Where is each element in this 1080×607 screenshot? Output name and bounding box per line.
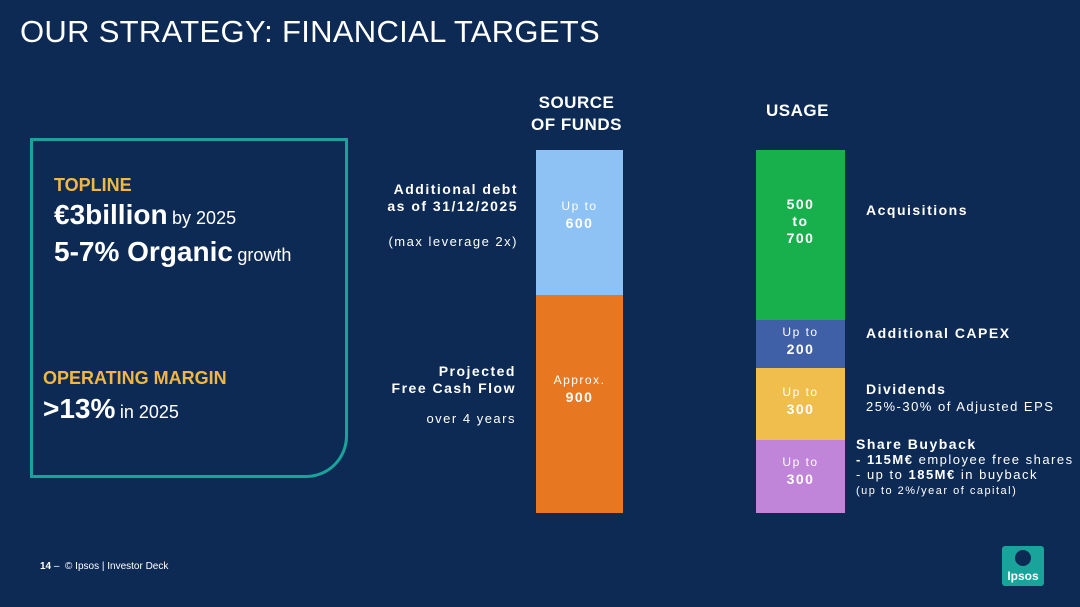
dividends-sublabel: 25%-30% of Adjusted EPS (866, 399, 1055, 414)
buyback-line3: (up to 2%/year of capital) (856, 485, 1018, 497)
margin-line: >13% in 2025 (43, 393, 179, 425)
fcf-bar-value: 900 (565, 389, 594, 405)
buyback-line1-rest: employee free shares (918, 452, 1074, 467)
fcf-label-line2: Free Cash Flow (391, 380, 516, 396)
organic-suffix: growth (237, 245, 292, 265)
debt-bar-value: 600 (565, 215, 594, 231)
page-title: OUR STRATEGY: FINANCIAL TARGETS (20, 14, 601, 49)
margin-value: >13% (43, 393, 116, 424)
debt-bar: Up to 600 (536, 150, 623, 295)
targets-box: TOPLINE €3billion by 2025 5-7% Organic g… (30, 138, 348, 478)
dividends-value: 300 (786, 401, 815, 417)
fcf-bar: Approx. 900 (536, 295, 623, 513)
acquisitions-line1: 500 (786, 196, 815, 212)
acquisitions-label: Acquisitions (866, 202, 968, 219)
organic-value: 5-7% Organic (54, 236, 233, 267)
source-heading-line1: SOURCE (538, 93, 615, 112)
usage-heading: USAGE (766, 101, 829, 120)
buyback-value: 300 (786, 471, 815, 487)
dividends-label: Dividends 25%-30% of Adjusted EPS (866, 381, 1054, 415)
capex-value: 200 (786, 341, 815, 357)
capex-label-text: Additional CAPEX (866, 325, 1011, 341)
debt-note: (max leverage 2x) (388, 234, 518, 249)
source-heading: SOURCE OF FUNDS (520, 92, 633, 136)
buyback-bar: Up to 300 (756, 440, 845, 513)
buyback-line1: - 115M€ employee free shares (856, 452, 1074, 467)
topline-line: €3billion by 2025 (54, 199, 236, 231)
logo-text: Ipsos (1007, 569, 1039, 583)
capex-label: Additional CAPEX (866, 325, 1011, 342)
ipsos-logo: Ipsos (1002, 546, 1044, 586)
organic-line: 5-7% Organic growth (54, 236, 291, 268)
acquisitions-line3: 700 (786, 230, 815, 246)
footer-text: © Ipsos | Investor Deck (65, 561, 169, 572)
margin-label: OPERATING MARGIN (43, 368, 227, 388)
fcf-note: over 4 years (426, 411, 516, 426)
footer: 14 – © Ipsos | Investor Deck (40, 561, 168, 572)
fcf-bar-prefix: Approx. (553, 373, 606, 387)
dividends-bar: Up to 300 (756, 368, 845, 440)
topline-value: €3billion (54, 199, 168, 230)
capex-bar: Up to 200 (756, 320, 845, 368)
buyback-prefix: Up to (782, 455, 819, 469)
fcf-label: Projected Free Cash Flow (360, 363, 516, 397)
dividends-prefix: Up to (782, 385, 819, 399)
debt-bar-prefix: Up to (561, 199, 598, 213)
margin-suffix: in 2025 (119, 402, 179, 422)
debt-label-line2: as of 31/12/2025 (387, 198, 518, 214)
debt-label: Additional debt as of 31/12/2025 (360, 181, 518, 215)
logo-icon (1015, 550, 1031, 566)
acquisitions-bar: 500 to 700 (756, 150, 845, 320)
buyback-line1-bold: - 115M€ (856, 452, 914, 467)
buyback-line2-bold: 185M€ (908, 467, 956, 482)
page-number: 14 (40, 561, 52, 572)
topline-label: TOPLINE (54, 175, 132, 195)
acquisitions-label-text: Acquisitions (866, 202, 969, 218)
debt-label-line1: Additional debt (393, 181, 518, 197)
source-heading-line2: OF FUNDS (531, 115, 622, 134)
topline-suffix: by 2025 (172, 208, 237, 228)
buyback-label: Share Buyback - 115M€ employee free shar… (856, 437, 1074, 499)
buyback-line2: - up to 185M€ in buyback (856, 467, 1038, 482)
dividends-label-text: Dividends (866, 381, 947, 397)
acquisitions-line2: to (792, 213, 809, 229)
capex-prefix: Up to (782, 325, 819, 339)
footer-dash: – (53, 561, 60, 572)
buyback-line2-pre: - up to (856, 467, 904, 482)
fcf-label-line1: Projected (438, 363, 516, 379)
buyback-line2-rest: in buyback (960, 467, 1039, 482)
buyback-label-text: Share Buyback (856, 436, 977, 452)
